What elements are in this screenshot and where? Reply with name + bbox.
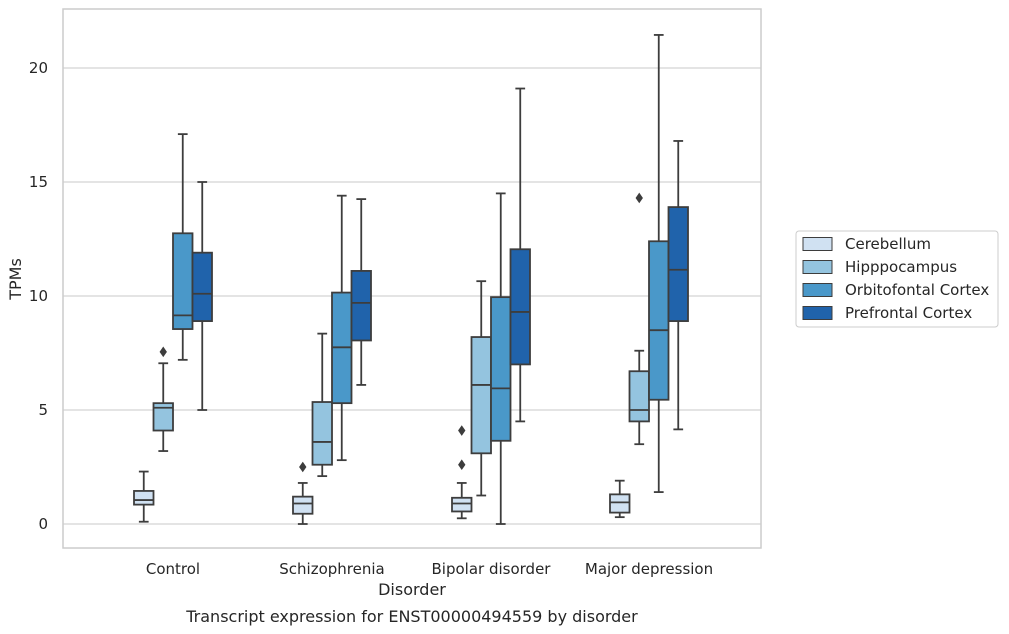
- box-iqr: [292, 495, 314, 515]
- box: [609, 479, 631, 519]
- box-iqr: [191, 251, 213, 322]
- outlier-point: [635, 192, 643, 204]
- box-iqr: [133, 490, 155, 506]
- box: [451, 425, 473, 520]
- box: [350, 198, 372, 386]
- box-iqr: [509, 248, 531, 366]
- box: [292, 461, 314, 525]
- box-iqr: [152, 402, 174, 432]
- series-cerebellum: [133, 425, 631, 525]
- x-tick-label: Control: [146, 560, 200, 578]
- box: [172, 133, 194, 361]
- box-iqr: [451, 496, 473, 513]
- chart-caption: Transcript expression for ENST0000049455…: [185, 607, 638, 626]
- legend-item: Prefrontal Cortex: [802, 304, 972, 322]
- box: [191, 181, 213, 411]
- box: [470, 280, 492, 497]
- y-tick-label: 0: [38, 515, 48, 533]
- y-axis-label: TPMs: [6, 258, 25, 301]
- legend-swatch: [802, 283, 833, 297]
- outlier-point: [458, 425, 466, 436]
- series-orbitofontal-cortex: [172, 34, 670, 525]
- y-tick-label: 5: [38, 401, 48, 419]
- x-tick-label: Bipolar disorder: [432, 560, 552, 578]
- legend-item: Orbitofontal Cortex: [802, 281, 989, 299]
- box: [133, 470, 155, 523]
- box-iqr: [667, 206, 689, 322]
- x-tick-label: Schizophrenia: [279, 560, 384, 578]
- y-tick-label: 15: [29, 173, 48, 191]
- outlier-point: [299, 461, 307, 473]
- legend-swatch: [802, 306, 833, 320]
- box: [152, 346, 174, 452]
- legend: Cerebellum Hipppocampus Orbitofontal Corte…: [795, 230, 999, 328]
- legend-swatch: [802, 237, 833, 251]
- box-iqr: [350, 270, 372, 342]
- x-tick-label: Major depression: [585, 560, 713, 578]
- series-prefrontal-cortex: [191, 87, 689, 431]
- box-iqr: [311, 401, 333, 466]
- legend-item: Cerebellum: [802, 235, 931, 253]
- legend-label: Prefrontal Cortex: [845, 304, 972, 322]
- x-axis-label: Disorder: [378, 580, 446, 599]
- box: [667, 140, 689, 431]
- legend-label: Hipppocampus: [845, 258, 957, 276]
- box-iqr: [490, 296, 512, 442]
- box: [311, 332, 333, 478]
- legend-label: Cerebellum: [845, 235, 931, 253]
- legend-frame: [795, 230, 999, 328]
- box: [331, 194, 353, 462]
- legend-swatch: [802, 260, 833, 274]
- y-tick-labels: 0 5 10 15 20: [29, 59, 48, 533]
- box-iqr: [648, 240, 670, 401]
- box: [628, 192, 650, 446]
- y-tick-label: 20: [29, 59, 48, 77]
- box: [490, 192, 512, 525]
- legend-label: Orbitofontal Cortex: [845, 281, 989, 299]
- x-tick-labels: Control Schizophrenia Bipolar disorder Majo…: [146, 560, 713, 578]
- box-iqr: [609, 493, 631, 514]
- box: [509, 87, 531, 423]
- legend-item: Hipppocampus: [802, 258, 957, 276]
- box-series: [133, 34, 689, 525]
- box-iqr: [470, 336, 492, 455]
- plot-frame: [62, 8, 762, 549]
- outlier-point: [159, 346, 167, 358]
- box-iqr: [628, 370, 650, 423]
- y-tick-label: 10: [29, 287, 48, 305]
- series-hipppocampus: [152, 192, 650, 497]
- outlier-point: [458, 459, 466, 471]
- box: [648, 34, 670, 493]
